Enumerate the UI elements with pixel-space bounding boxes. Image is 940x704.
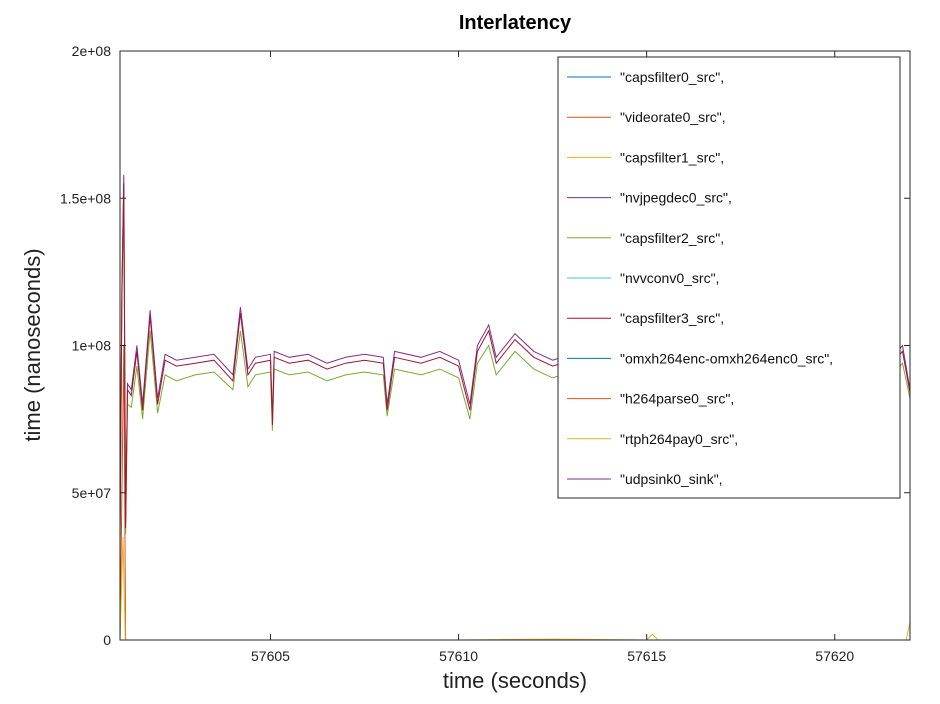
- y-tick-label: 5e+07: [72, 485, 112, 501]
- x-axis-ticks: 57605 57610 57615 57620: [251, 51, 854, 664]
- legend-label: "capsfilter2_src",: [620, 230, 724, 246]
- legend: "capsfilter0_src", "videorate0_src", "caps…: [557, 56, 901, 499]
- y-axis-ticks: 0 5e+07 1e+08 1.5e+08 2e+08: [60, 43, 910, 648]
- legend-label: "capsfilter0_src",: [620, 69, 724, 85]
- legend-label: "capsfilter1_src",: [620, 149, 724, 165]
- y-tick-label: 1.5e+08: [60, 190, 111, 206]
- x-tick-label: 57610: [439, 648, 478, 664]
- chart-title: Interlatency: [459, 12, 572, 34]
- legend-label: "nvjpegdec0_src",: [620, 190, 732, 206]
- y-tick-label: 0: [103, 632, 111, 648]
- x-axis-label: time (seconds): [443, 668, 587, 693]
- legend-label: "rtph264pay0_src",: [620, 431, 738, 447]
- y-tick-label: 1e+08: [72, 338, 112, 354]
- y-tick-label: 2e+08: [72, 43, 112, 59]
- x-tick-label: 57620: [815, 648, 854, 664]
- legend-items: "capsfilter0_src", "videorate0_src", "caps…: [567, 69, 833, 487]
- legend-label: "videorate0_src",: [620, 109, 726, 125]
- legend-box: [557, 56, 901, 499]
- x-tick-label: 57615: [627, 648, 666, 664]
- legend-label: "omxh264enc-omxh264enc0_src",: [620, 350, 833, 366]
- x-tick-label: 57605: [251, 648, 290, 664]
- legend-label: "udpsink0_sink",: [620, 471, 723, 487]
- y-axis-label: time (nanoseconds): [20, 248, 45, 441]
- legend-label: "nvvconv0_src",: [620, 270, 719, 286]
- legend-label: "h264parse0_src",: [620, 391, 734, 407]
- legend-label: "capsfilter3_src",: [620, 310, 724, 326]
